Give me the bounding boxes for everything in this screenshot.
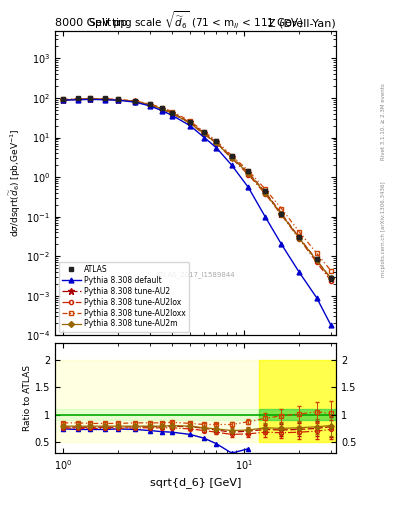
Text: Z (Drell-Yan): Z (Drell-Yan) — [268, 18, 336, 28]
Text: ATLAS_2017_I1589844: ATLAS_2017_I1589844 — [156, 271, 235, 278]
Legend: ATLAS, Pythia 8.308 default, Pythia 8.308 tune-AU2, Pythia 8.308 tune-AU2lox, Py: ATLAS, Pythia 8.308 default, Pythia 8.30… — [59, 262, 189, 332]
Text: 8000 GeV pp: 8000 GeV pp — [55, 18, 127, 28]
Text: Rivet 3.1.10, ≥ 2.3M events: Rivet 3.1.10, ≥ 2.3M events — [381, 84, 386, 160]
Y-axis label: Ratio to ATLAS: Ratio to ATLAS — [23, 365, 32, 431]
Bar — [55, 359, 259, 442]
Bar — [55, 409, 259, 420]
Y-axis label: d$\sigma$/dsqrt($\widetilde{d}_6$) [pb,GeV$^{-1}$]: d$\sigma$/dsqrt($\widetilde{d}_6$) [pb,G… — [8, 129, 23, 238]
X-axis label: sqrt{d_6} [GeV]: sqrt{d_6} [GeV] — [150, 477, 241, 488]
Bar — [259, 359, 336, 442]
Title: Splitting scale $\sqrt{\widetilde{d}_6}$ (71 < m$_{ll}$ < 111 GeV): Splitting scale $\sqrt{\widetilde{d}_6}$… — [88, 9, 303, 31]
Bar — [259, 409, 336, 420]
Text: mcplots.cern.ch [arXiv:1306.3436]: mcplots.cern.ch [arXiv:1306.3436] — [381, 181, 386, 276]
